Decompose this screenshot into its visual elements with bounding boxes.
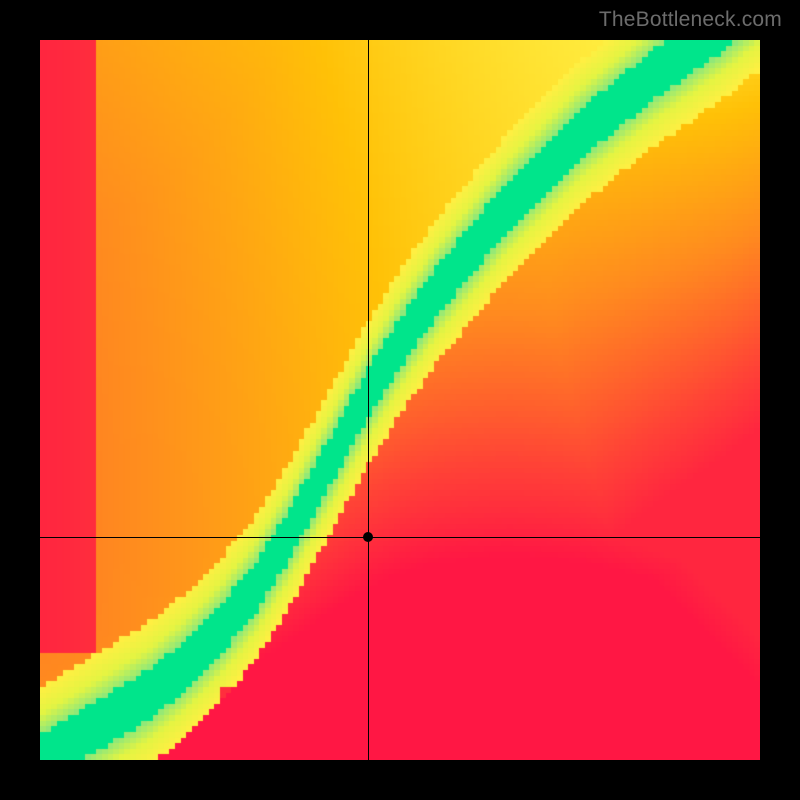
crosshair-horizontal — [40, 537, 760, 538]
heatmap-canvas — [40, 40, 760, 760]
crosshair-vertical — [368, 40, 369, 760]
marker-dot — [363, 532, 373, 542]
watermark-text: TheBottleneck.com — [599, 8, 782, 32]
heatmap-plot — [40, 40, 760, 760]
